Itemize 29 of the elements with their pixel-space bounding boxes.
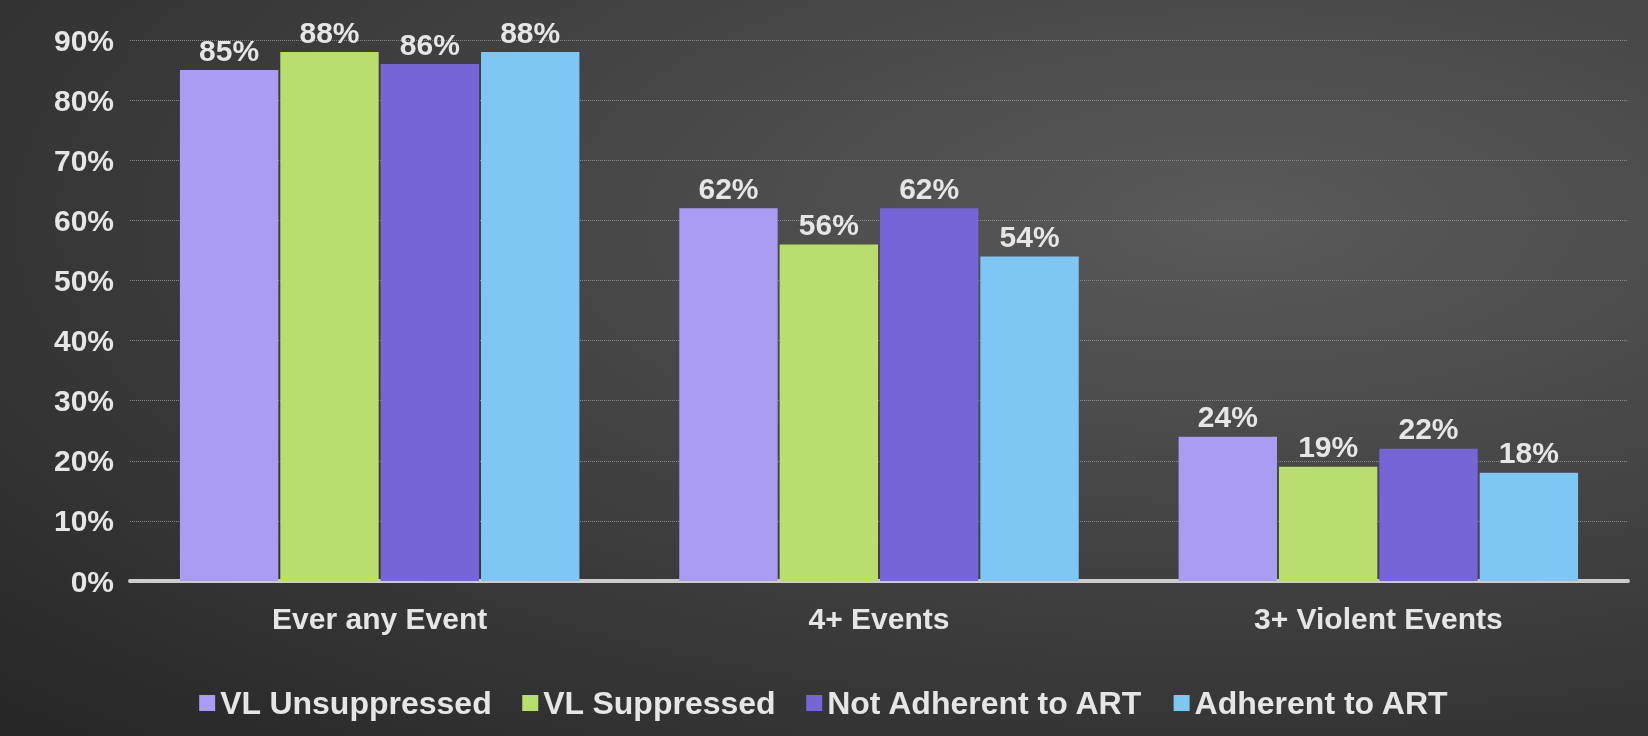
- y-tick-label: 80%: [53, 83, 114, 117]
- x-tick-label: Ever any Event: [272, 601, 488, 635]
- data-label: 62%: [899, 171, 960, 205]
- legend-label: Adherent to ART: [1194, 685, 1449, 721]
- data-label: 22%: [1398, 412, 1459, 446]
- y-tick-label: 70%: [53, 143, 114, 177]
- data-label: 18%: [1498, 436, 1559, 470]
- data-label: 56%: [798, 207, 859, 241]
- data-label: 88%: [299, 15, 360, 49]
- y-tick-label: 60%: [53, 203, 114, 237]
- y-tick-label: 20%: [53, 444, 114, 478]
- data-label: 85%: [199, 33, 260, 67]
- data-label: 62%: [698, 171, 759, 205]
- y-tick-label: 30%: [53, 384, 114, 418]
- y-tick-label: 10%: [53, 504, 114, 538]
- legend-label: VL Suppressed: [543, 685, 776, 721]
- data-label: 88%: [500, 15, 561, 49]
- data-label: 54%: [999, 219, 1060, 253]
- y-tick-label: 40%: [53, 324, 114, 358]
- data-label: 19%: [1298, 430, 1359, 464]
- legend-label: VL Unsuppressed: [220, 685, 492, 721]
- data-label: 86%: [399, 27, 460, 61]
- data-label: 24%: [1197, 400, 1258, 434]
- legend-label: Not Adherent to ART: [827, 685, 1142, 721]
- y-tick-label: 90%: [53, 23, 114, 57]
- y-tick-label: 0%: [70, 564, 114, 598]
- x-tick-label: 4+ Events: [808, 601, 950, 635]
- y-tick-label: 50%: [53, 263, 114, 297]
- x-tick-label: 3+ Violent Events: [1253, 601, 1503, 635]
